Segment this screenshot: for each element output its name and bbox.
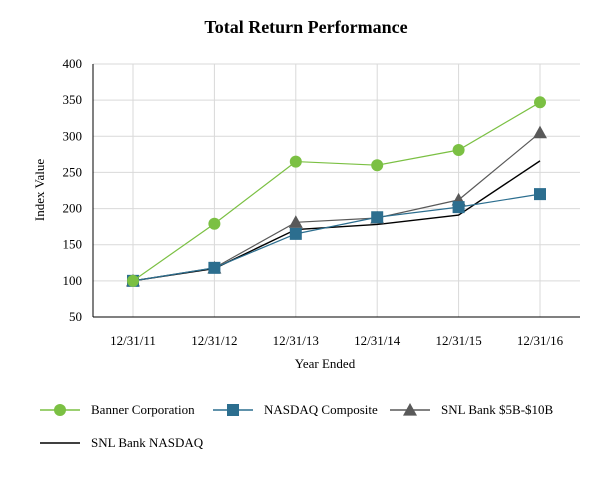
data-point — [208, 217, 221, 230]
grid — [93, 63, 580, 317]
legend-item: SNL Bank $5B-$10B — [390, 402, 554, 417]
series-line — [132, 193, 541, 282]
data-point — [533, 125, 547, 139]
legend-item: NASDAQ Composite — [213, 402, 378, 417]
chart-title: Total Return Performance — [204, 17, 407, 37]
data-point — [371, 211, 384, 224]
x-tick-label: 12/31/13 — [273, 333, 319, 348]
legend-swatch-marker — [403, 403, 417, 416]
data-point — [289, 227, 302, 240]
y-tick-label: 50 — [69, 309, 82, 324]
y-tick-label: 300 — [63, 128, 83, 143]
legend-item: SNL Bank NASDAQ — [40, 435, 204, 450]
legend-swatch-marker — [54, 404, 66, 416]
x-tick-label: 12/31/14 — [354, 333, 401, 348]
x-tick-label: 12/31/12 — [191, 333, 237, 348]
data-point — [452, 144, 465, 157]
y-tick-label: 100 — [63, 273, 83, 288]
y-axis-title: Index Value — [32, 159, 47, 221]
series-line — [132, 101, 541, 282]
data-point — [289, 155, 302, 168]
series-layer — [126, 96, 547, 287]
y-tick-label: 150 — [63, 237, 83, 252]
data-point — [371, 159, 384, 172]
series-nasdaq-composite — [127, 188, 546, 287]
legend-label: Banner Corporation — [91, 402, 195, 417]
data-point — [452, 201, 465, 214]
y-tick-label: 350 — [63, 92, 83, 107]
data-point — [288, 215, 303, 228]
legend-swatch-marker — [227, 404, 239, 416]
series-snl-bank-nasdaq — [132, 160, 541, 282]
legend-item: Banner Corporation — [40, 402, 195, 417]
y-tick-label: 400 — [63, 56, 83, 71]
series-banner-corporation — [127, 96, 546, 287]
legend-label: NASDAQ Composite — [264, 402, 378, 417]
x-tick-label: 12/31/11 — [110, 333, 156, 348]
legend: Banner Corporation NASDAQ Composite SNL Ba… — [40, 402, 554, 450]
series-line — [132, 160, 541, 282]
x-tick-label: 12/31/15 — [435, 333, 481, 348]
legend-label: SNL Bank $5B-$10B — [441, 402, 554, 417]
x-tick-label: 12/31/16 — [517, 333, 564, 348]
data-point — [534, 96, 546, 109]
data-point — [208, 261, 221, 274]
data-point — [534, 188, 546, 201]
series-line — [132, 132, 541, 282]
y-tick-label: 200 — [63, 201, 83, 216]
series-snl-bank-5b-10b — [126, 125, 547, 287]
y-tick-label: 250 — [63, 164, 83, 179]
data-point — [127, 274, 139, 287]
x-axis-title: Year Ended — [295, 356, 356, 371]
legend-label: SNL Bank NASDAQ — [91, 435, 204, 450]
axes: 50 100 150 200 250 300 350 400 12/31/11 12/31/12 1… — [63, 56, 580, 348]
